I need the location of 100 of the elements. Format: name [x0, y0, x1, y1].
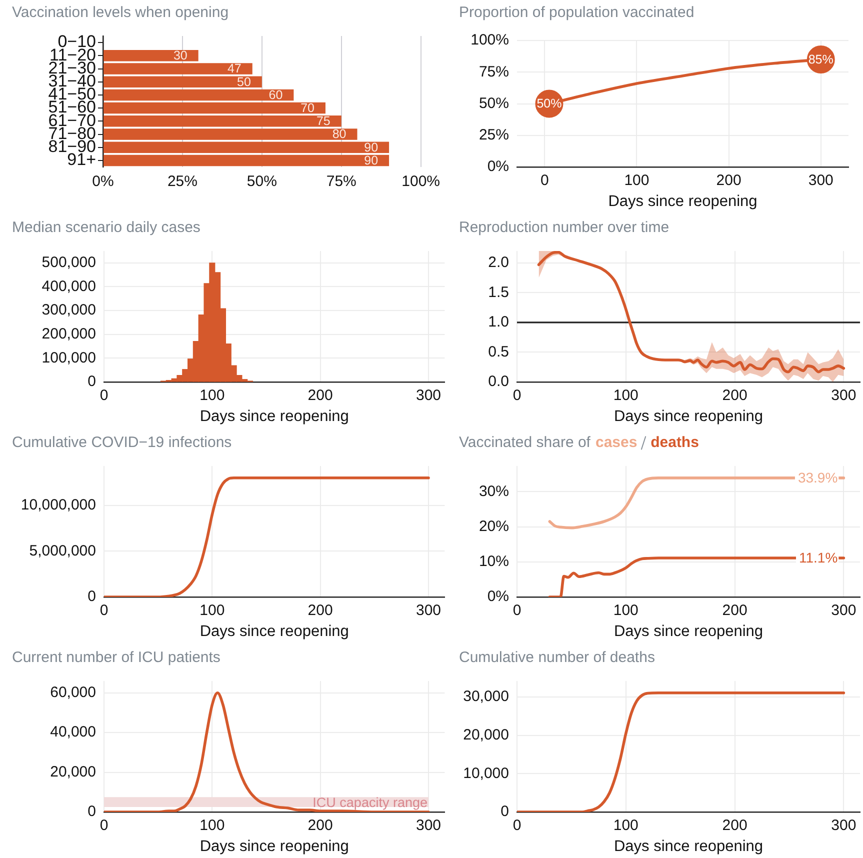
x-axis-title: Days since reopening — [200, 838, 349, 855]
x-tick-label: 200 — [722, 387, 748, 404]
data-label: 50% — [536, 96, 562, 111]
x-tick-label: 25% — [167, 173, 198, 190]
x-tick-label: 100 — [613, 602, 638, 620]
y-tick-label: 500,000 — [42, 254, 96, 272]
x-tick-label: 100% — [402, 173, 440, 190]
x-tick-label: 100 — [613, 817, 638, 834]
data-label: 60 — [268, 88, 283, 102]
bar — [104, 102, 326, 114]
x-axis-title: Days since reopening — [608, 192, 758, 210]
x-tick-label: 100 — [200, 387, 225, 404]
chart-title: Proportion of population vaccinated — [459, 4, 694, 22]
y-tick-label: 400,000 — [42, 278, 96, 295]
x-tick-label: 300 — [416, 602, 441, 620]
data-label: 50 — [237, 74, 251, 89]
data-label: 85% — [808, 52, 834, 66]
x-axis-title: Days since reopening — [200, 622, 349, 640]
bar — [104, 154, 390, 166]
x-tick-label: 300 — [808, 172, 834, 190]
x-tick-label: 0 — [100, 817, 108, 834]
y-tick-label: 30,000 — [463, 688, 509, 706]
data-label: 90 — [364, 153, 378, 168]
chart-title: Median scenario daily cases — [12, 219, 200, 237]
x-tick-label: 200 — [308, 387, 333, 404]
x-axis-title: Days since reopening — [614, 838, 764, 855]
data-label: 90 — [364, 140, 378, 154]
x-tick-label: 300 — [416, 817, 441, 834]
x-tick-label: 100 — [200, 602, 225, 620]
data-label: 47 — [227, 62, 242, 76]
x-tick-label: 0 — [540, 172, 549, 190]
chart-title: Cumulative number of deaths — [459, 649, 655, 667]
y-tick-label: 25% — [478, 126, 509, 144]
x-axis-title: Days since reopening — [614, 408, 764, 425]
chart-title: Cumulative COVID−19 infections — [12, 434, 232, 452]
y-tick-label: 10,000 — [463, 764, 509, 782]
y-tick-label: 0 — [88, 588, 96, 606]
y-tick-label: 2.0 — [488, 254, 509, 272]
y-tick-label: 0 — [88, 803, 96, 820]
x-tick-label: 300 — [831, 817, 856, 834]
x-axis-title: Days since reopening — [200, 408, 349, 425]
y-tick-label: 40,000 — [50, 724, 96, 741]
x-tick-label: 200 — [308, 817, 333, 834]
y-tick-label: 60,000 — [50, 684, 96, 702]
x-tick-label: 200 — [716, 172, 742, 190]
x-tick-label: 0 — [100, 387, 108, 404]
x-tick-label: 100 — [624, 172, 650, 190]
x-tick-label: 75% — [326, 173, 356, 190]
data-label: 80 — [332, 127, 346, 142]
chart-title: Vaccinated share of — [459, 434, 590, 452]
x-tick-label: 200 — [722, 602, 748, 620]
x-tick-label: 200 — [308, 602, 333, 620]
y-tick-label: 0 — [500, 803, 509, 820]
y-tick-label: 0.5 — [488, 343, 509, 360]
chart-title: Reproduction number over time — [459, 219, 670, 237]
y-tick-label: 30% — [478, 482, 509, 500]
x-tick-label: 100 — [200, 817, 225, 834]
x-tick-label: 0 — [512, 817, 522, 834]
y-tick-label: 100,000 — [42, 349, 96, 366]
y-tick-label: 5,000,000 — [29, 542, 96, 560]
x-tick-label: 200 — [722, 817, 748, 834]
y-tick-label: 0% — [487, 588, 509, 606]
data-label: 11.1% — [798, 549, 838, 566]
y-tick-label: 20,000 — [50, 763, 96, 780]
series-label: cases — [595, 434, 638, 452]
band-label: ICU capacity range — [312, 794, 428, 810]
y-tick-label: 1.5 — [488, 284, 509, 301]
x-tick-label: 50% — [246, 173, 277, 190]
data-label: 33.9% — [798, 469, 838, 486]
y-tick-label: 20,000 — [463, 726, 509, 744]
y-tick-label: 200,000 — [42, 326, 96, 343]
y-tick-label: 20% — [478, 518, 509, 535]
x-tick-label: 0 — [512, 387, 522, 404]
y-tick-label: 50% — [478, 94, 509, 112]
x-tick-label: 0 — [512, 602, 522, 620]
line-series — [104, 692, 430, 812]
line-series — [517, 691, 846, 812]
y-tick-label: 1.0 — [488, 314, 509, 331]
bar — [104, 89, 294, 101]
y-tick-label: 10% — [478, 553, 509, 570]
y-tick-label: 100% — [470, 32, 509, 49]
y-tick-label: 75% — [478, 63, 509, 80]
x-axis-title: Days since reopening — [614, 622, 764, 640]
x-tick-label: 300 — [831, 387, 856, 404]
chart-title: Current number of ICU patients — [12, 649, 220, 667]
data-label: 75 — [316, 114, 330, 128]
chart-title: Vaccination levels when opening — [12, 4, 229, 22]
y-tick-label: 0% — [487, 158, 509, 176]
x-tick-label: 300 — [831, 602, 856, 620]
x-tick-label: 300 — [416, 387, 441, 404]
y-tick-label: 0 — [88, 373, 96, 390]
x-tick-label: 100 — [613, 387, 638, 404]
x-tick-label: 0 — [100, 602, 108, 620]
data-label: 70 — [300, 101, 315, 116]
data-label: 30 — [173, 48, 188, 63]
y-tick-label: 300,000 — [42, 302, 96, 319]
y-tick-label: 10,000,000 — [20, 496, 96, 514]
line-series — [104, 476, 430, 597]
y-tick-label: 0.0 — [488, 373, 509, 390]
text: deaths — [650, 434, 699, 452]
